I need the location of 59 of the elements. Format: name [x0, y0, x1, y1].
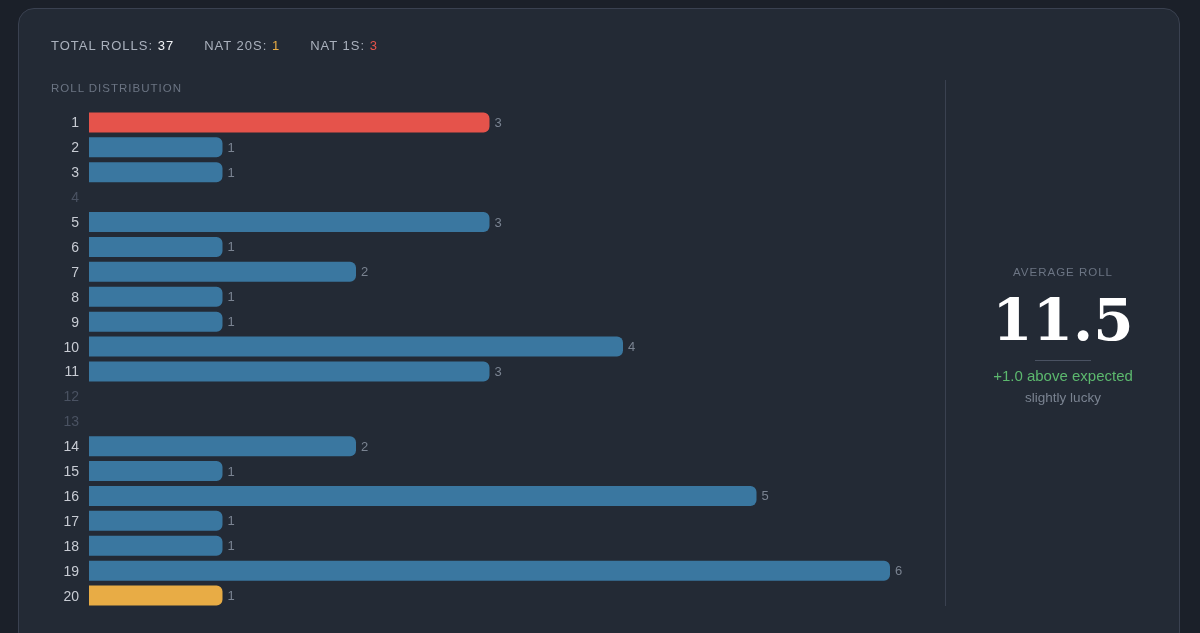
y-tick-label: 9 — [71, 313, 80, 330]
bar — [89, 112, 490, 133]
y-tick-label: 1 — [71, 114, 80, 131]
bar — [89, 361, 490, 382]
bar — [89, 436, 356, 457]
y-tick-label: 17 — [63, 512, 80, 529]
bar — [89, 535, 223, 556]
bar — [89, 236, 223, 257]
text: TOTAL ROLLS: 37 — [51, 38, 175, 53]
text: +1.0 above expected — [992, 367, 1134, 384]
text: AVERAGE ROLL — [1012, 266, 1114, 278]
bar — [89, 510, 223, 531]
y-tick-label: 7 — [71, 263, 80, 280]
y-tick-label: 16 — [63, 487, 80, 504]
y-tick-label: 3 — [71, 164, 80, 181]
y-tick-label: 14 — [63, 438, 80, 455]
data-label: 3 — [494, 114, 502, 130]
bar — [89, 286, 223, 307]
y-tick-label: 11 — [64, 363, 80, 380]
data-label: 1 — [227, 139, 235, 155]
text: slightly lucky — [1024, 390, 1102, 405]
y-tick-label: 2 — [71, 139, 80, 156]
data-label: 4 — [628, 339, 636, 355]
y-tick-label: 15 — [63, 463, 80, 480]
y-tick-label: 6 — [71, 238, 80, 255]
data-label: 1 — [227, 239, 235, 255]
bar — [89, 162, 223, 183]
text: 11.5 — [991, 286, 1135, 354]
text: NAT 1S: 3 — [310, 38, 378, 53]
data-label: 3 — [494, 214, 502, 230]
y-tick-label: 5 — [71, 214, 80, 231]
y-tick-label: 10 — [63, 338, 80, 355]
bar — [89, 261, 356, 282]
y-tick-label: 20 — [63, 587, 80, 604]
bar — [89, 137, 223, 158]
bar — [89, 336, 623, 357]
data-label: 6 — [895, 563, 903, 579]
bar — [89, 485, 757, 506]
data-label: 1 — [227, 588, 235, 604]
data-label: 1 — [227, 463, 235, 479]
data-label: 2 — [361, 264, 369, 280]
data-label: 1 — [227, 513, 235, 529]
y-tick-label: 19 — [63, 562, 80, 579]
data-label: 1 — [227, 289, 235, 305]
y-tick-label: 18 — [63, 537, 80, 554]
bar — [89, 585, 223, 606]
data-label: 2 — [361, 438, 369, 454]
bar — [89, 560, 890, 581]
bar — [89, 311, 223, 332]
y-tick-label: 8 — [71, 288, 80, 305]
data-label: 1 — [227, 538, 235, 554]
data-label: 5 — [761, 488, 769, 504]
text: NAT 20S: 1 — [204, 38, 281, 53]
data-label: 1 — [227, 164, 235, 180]
data-label: 1 — [227, 314, 235, 330]
bar — [89, 212, 490, 233]
bar — [89, 461, 223, 482]
data-label: 3 — [494, 363, 502, 379]
chart-title: ROLL DISTRIBUTION — [51, 82, 182, 94]
